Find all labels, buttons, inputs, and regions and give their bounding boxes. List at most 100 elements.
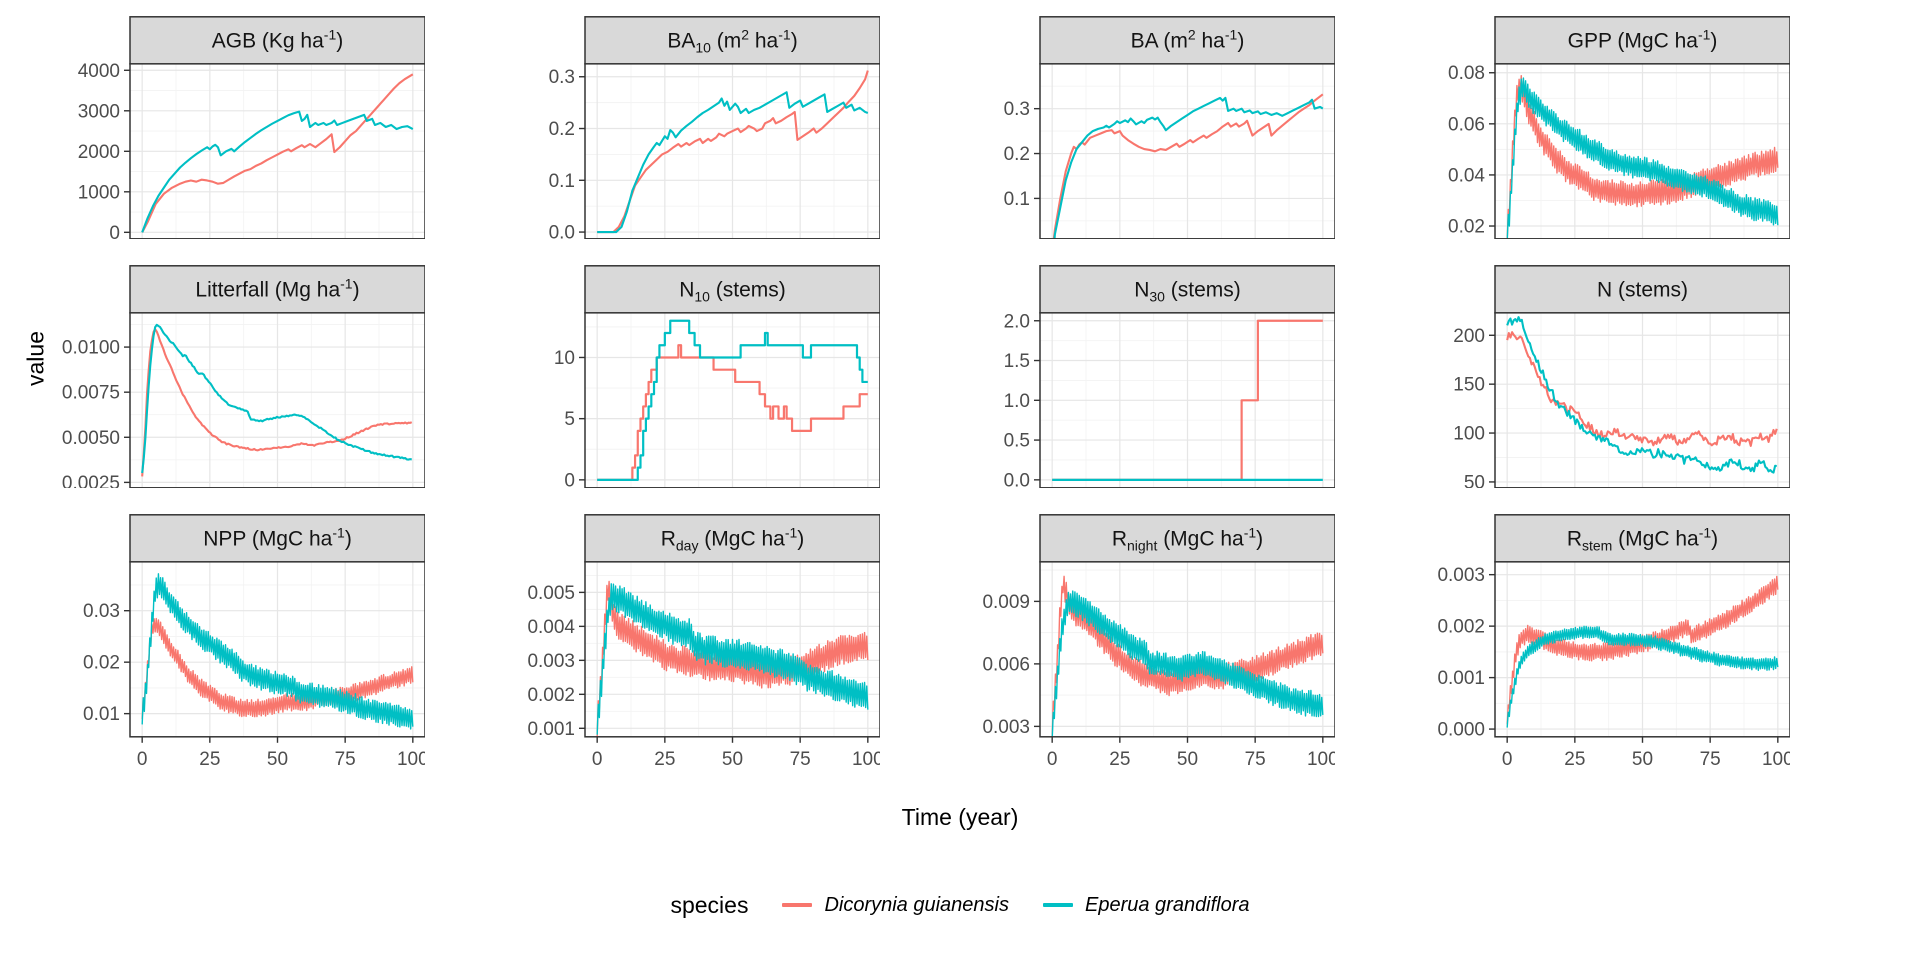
series-group xyxy=(596,580,869,737)
y-tick-label: 3000 xyxy=(78,101,120,122)
x-tick-label: 25 xyxy=(654,749,675,769)
y-tick-label: 10 xyxy=(554,348,575,369)
y-tick-label: 0.01 xyxy=(83,704,120,725)
x-tick-label: 50 xyxy=(722,749,743,769)
series-group xyxy=(597,70,869,234)
x-tick-label: 50 xyxy=(1632,749,1653,769)
series-group xyxy=(141,573,414,730)
series-group xyxy=(1052,93,1324,239)
series-line-dicorynia xyxy=(1506,331,1778,447)
y-tick-label: 0 xyxy=(109,223,120,239)
series-line-dicorynia xyxy=(1506,575,1779,725)
legend-label-eperua: Eperua grandiflora xyxy=(1084,893,1250,916)
series-line-eperua xyxy=(1506,77,1779,239)
x-tick-label: 50 xyxy=(1177,749,1198,769)
y-tick-label: 0.004 xyxy=(527,617,575,638)
y-tick-label: 0.03 xyxy=(83,601,120,622)
y-tick-label: 0.003 xyxy=(1437,565,1485,586)
facet-grid: AGB (Kg ha-1) 0 1000 2000 3000 4000 BA10 (m2 h… xyxy=(30,16,1790,769)
y-tick-label: 1.0 xyxy=(1004,391,1030,412)
y-tick-label: 0.1 xyxy=(549,171,575,192)
x-tick-label: 50 xyxy=(267,749,288,769)
y-tick-label: 0.001 xyxy=(527,719,575,740)
x-tick-label: 25 xyxy=(1564,749,1585,769)
y-tick-label: 1.5 xyxy=(1004,351,1030,372)
x-tick-label: 0 xyxy=(1047,749,1058,769)
facet-strip xyxy=(1039,514,1335,563)
y-tick-label: 0.02 xyxy=(1448,217,1485,238)
facet-strip xyxy=(1039,16,1335,65)
y-tick-label: 2.0 xyxy=(1004,311,1030,332)
y-tick-label: 1000 xyxy=(78,182,120,203)
y-tick-label: 0.003 xyxy=(982,717,1030,738)
legend-swatch-dicorynia-line xyxy=(782,903,813,907)
y-tick-label: 0.009 xyxy=(982,592,1030,613)
series-group xyxy=(1052,319,1323,481)
series-group xyxy=(1506,74,1779,239)
facet-title: BA10 (m2 ha-1) xyxy=(667,27,797,56)
y-tick-label: 0.001 xyxy=(1437,668,1485,689)
x-tick-label: 100 xyxy=(852,749,880,769)
facet-strip xyxy=(584,265,880,314)
y-tick-label: 0 xyxy=(564,470,575,488)
y-tick-label: 4000 xyxy=(78,61,120,82)
x-tick-label: 25 xyxy=(1109,749,1130,769)
y-tick-label: 0.0 xyxy=(1004,470,1030,488)
facet-strip xyxy=(584,16,880,65)
series-line-eperua xyxy=(597,91,869,234)
series-line-eperua xyxy=(597,319,868,481)
y-tick-label: 0.2 xyxy=(1004,144,1030,165)
facet-strip xyxy=(129,16,425,65)
series-line-eperua xyxy=(1506,316,1777,474)
x-tick-label: 25 xyxy=(199,749,220,769)
legend-title: species xyxy=(670,891,749,918)
facet-n30: N30 (stems) 0.0 0.5 1.0 1.5 2.0 xyxy=(1004,265,1335,488)
legend-key-eperua: Eperua grandiflora xyxy=(1042,893,1250,917)
facet-strip xyxy=(1494,265,1790,314)
facet-title: AGB (Kg ha-1) xyxy=(212,27,344,53)
x-tick-label: 75 xyxy=(790,749,811,769)
y-tick-label: 0.002 xyxy=(1437,617,1485,638)
facet-strip xyxy=(129,265,425,314)
facet-strip xyxy=(129,514,425,563)
y-tick-label: 100 xyxy=(1453,424,1485,445)
facet-ba10: BA10 (m2 ha-1) 0.0 0.1 0.2 0.3 xyxy=(549,16,880,239)
series-line-dicorynia xyxy=(1052,93,1324,239)
facet-title: GPP (MgC ha-1) xyxy=(1568,27,1718,53)
facet-n10: N10 (stems) 0 5 10 xyxy=(554,265,880,488)
facet-n: N (stems) 50 100 150 200 xyxy=(1453,265,1790,488)
y-tick-label: 0.04 xyxy=(1448,165,1485,186)
facet-title: N (stems) xyxy=(1597,279,1688,302)
series-line-dicorynia xyxy=(597,344,868,481)
facet-rday: Rday (MgC ha-1) 0.001 0.002 0.003 0.004 0.005… xyxy=(527,514,880,769)
series-line-eperua xyxy=(1051,590,1324,737)
facet-strip xyxy=(584,514,880,563)
y-tick-label: 0.000 xyxy=(1437,720,1485,741)
series-line-dicorynia xyxy=(597,70,869,234)
series-group xyxy=(1506,316,1778,474)
y-tick-label: 0.3 xyxy=(549,67,575,88)
y-tick-label: 2000 xyxy=(78,142,120,163)
series-group xyxy=(141,323,413,477)
series-group xyxy=(141,73,414,233)
y-tick-label: 0.02 xyxy=(83,653,120,674)
y-tick-label: 0.0050 xyxy=(62,428,120,449)
y-tick-label: 0.003 xyxy=(527,651,575,672)
facet-litterfall: Litterfall (Mg ha-1) 0.0025 0.0050 0.0075 0.… xyxy=(62,265,425,488)
series-line-dicorynia xyxy=(141,617,414,720)
facet-title: Rnight (MgC ha-1) xyxy=(1112,525,1263,554)
y-tick-label: 150 xyxy=(1453,375,1485,396)
y-tick-label: 0.006 xyxy=(982,654,1030,675)
facet-gpp: GPP (MgC ha-1) 0.02 0.04 0.06 0.08 xyxy=(1448,16,1790,239)
x-tick-label: 100 xyxy=(1762,749,1790,769)
y-tick-label: 0.0100 xyxy=(62,338,120,359)
facet-title: BA (m2 ha-1) xyxy=(1131,27,1245,53)
x-tick-label: 75 xyxy=(1700,749,1721,769)
facet-title: N30 (stems) xyxy=(1134,279,1241,305)
facet-npp: NPP (MgC ha-1) 0.01 0.02 0.03 0 25 50 75 100 xyxy=(83,514,425,769)
facet-ba: BA (m2 ha-1) 0.1 0.2 0.3 xyxy=(1004,16,1335,239)
y-tick-label: 200 xyxy=(1453,326,1485,347)
legend-swatch-eperua-line xyxy=(1042,903,1073,907)
x-tick-label: 75 xyxy=(335,749,356,769)
y-tick-label: 0.1 xyxy=(1004,189,1030,210)
